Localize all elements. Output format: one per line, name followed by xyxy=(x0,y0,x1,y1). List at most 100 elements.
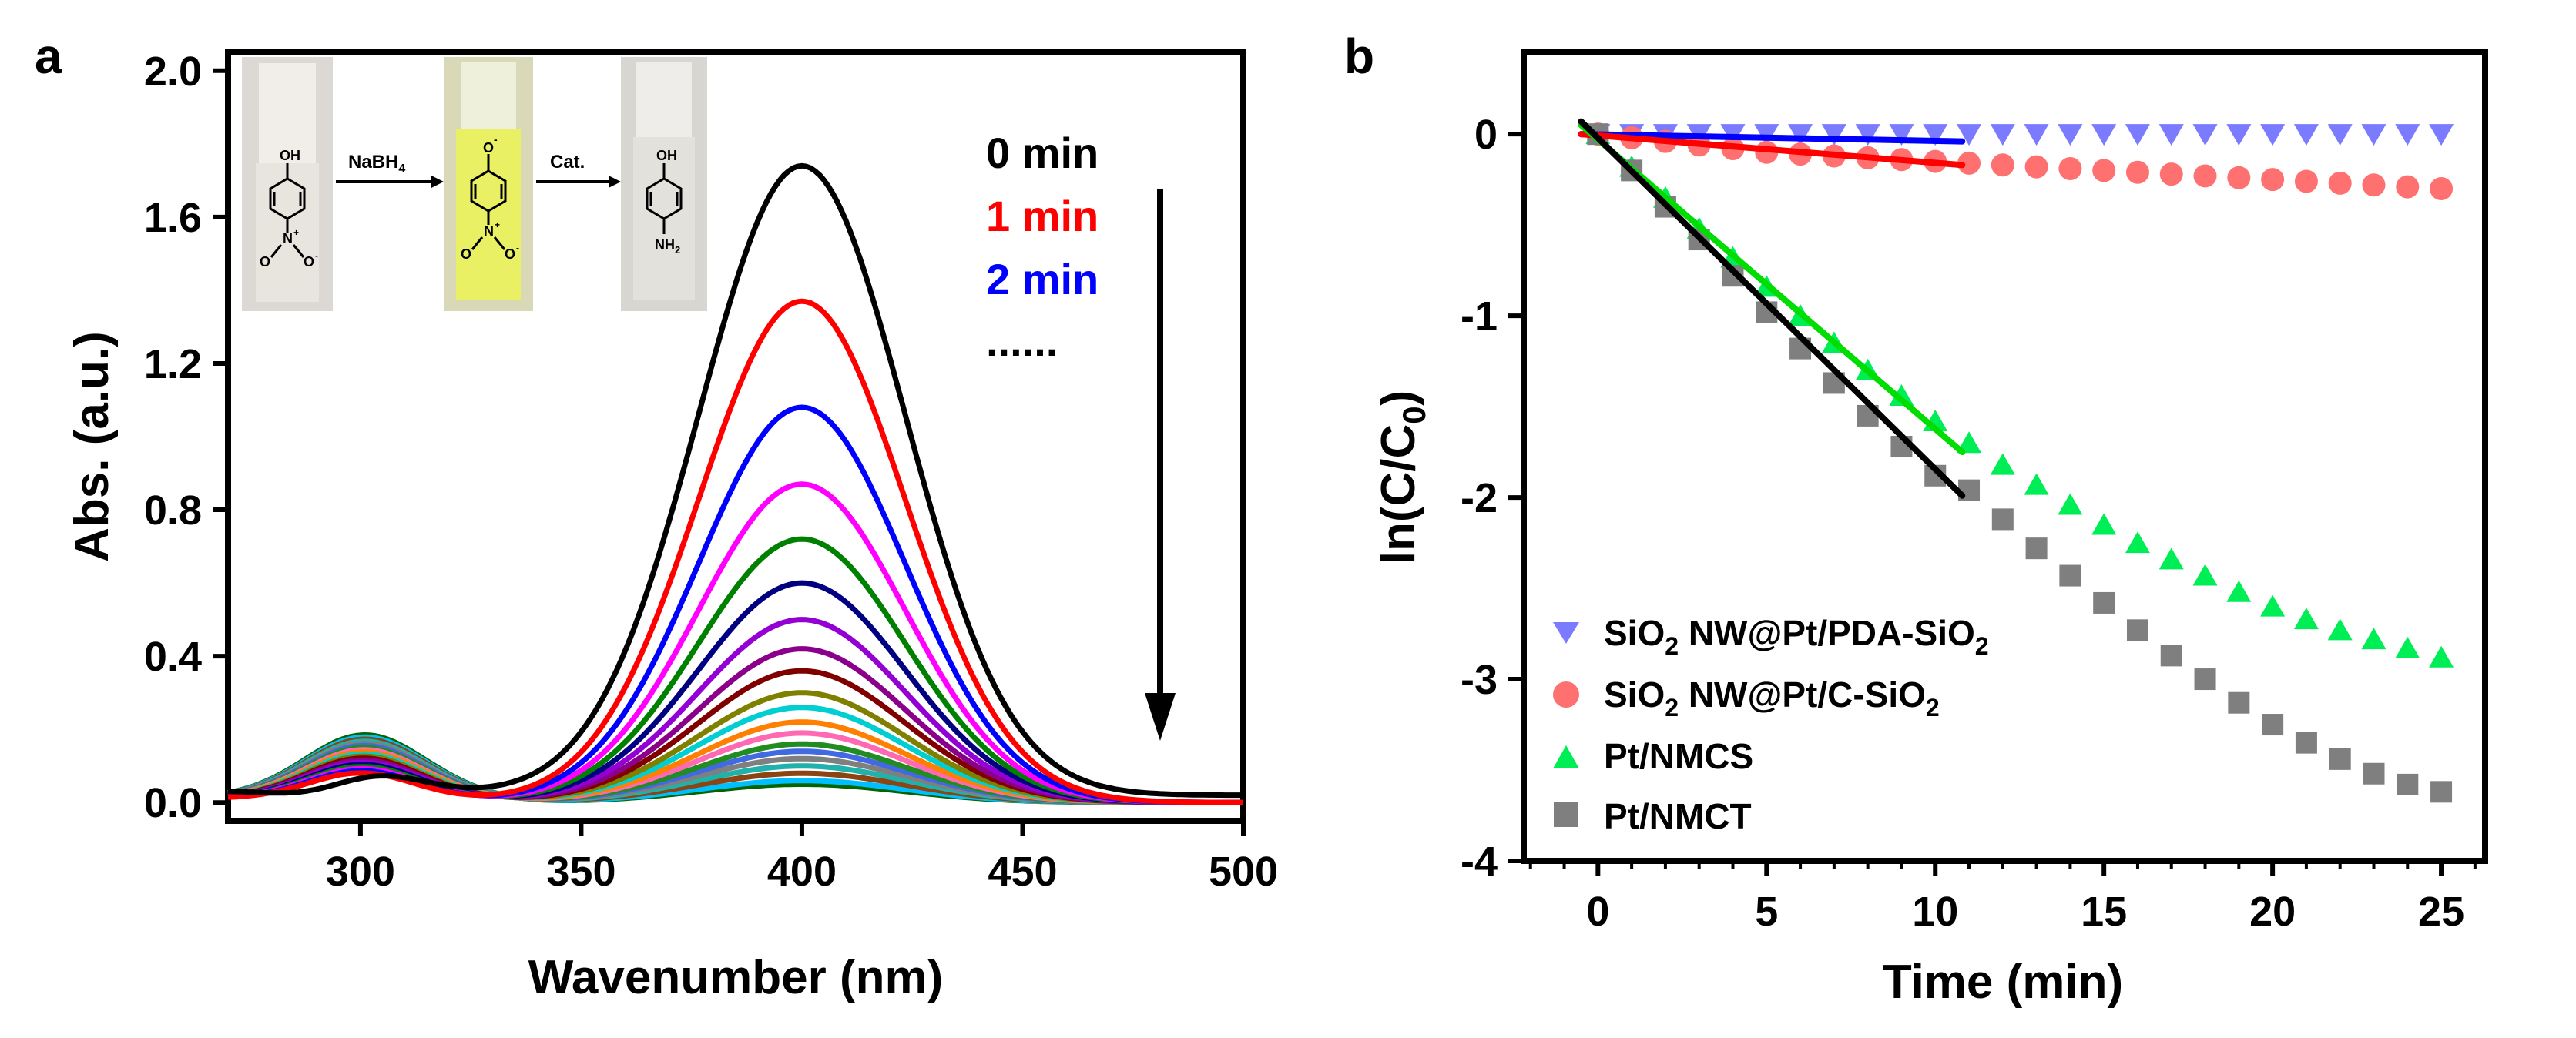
mol1-n-label: N xyxy=(283,231,293,246)
x-tick-label: 5 xyxy=(1755,889,1778,935)
y-tick-label: -4 xyxy=(1461,839,1498,885)
x-tick-label: 300 xyxy=(326,849,395,895)
point-triangle-down xyxy=(2125,124,2150,146)
mol1-o-left: O xyxy=(260,254,270,270)
point-circle xyxy=(2193,164,2217,188)
point-square xyxy=(2295,732,2317,754)
fit-line-0 xyxy=(1578,131,1966,145)
vial-4-aminophenol xyxy=(621,57,707,311)
legend-label-pda: SiO2 NW@Pt/PDA-SiO2 xyxy=(1604,613,1989,660)
point-square xyxy=(1991,508,2014,531)
panel-a-y-axis-title: Abs. (a.u.) xyxy=(65,331,119,562)
point-triangle-up xyxy=(2395,636,2420,658)
reagent-catalyst: Cat. xyxy=(550,152,585,172)
x-tick-label: 350 xyxy=(546,849,615,895)
point-triangle-down xyxy=(1855,124,1880,146)
panel-a-label: a xyxy=(35,28,62,84)
point-triangle-up xyxy=(1957,431,1982,454)
panel-a-ticks: 300 350 400 450 500 0.0 0.4 0.8 1.2 1.6 2.0 xyxy=(144,49,1278,895)
mol1-o-minus: - xyxy=(315,250,318,261)
point-circle xyxy=(2058,157,2082,181)
point-triangle-up xyxy=(2091,513,2117,535)
x-tick-label: 20 xyxy=(2249,889,2296,935)
point-circle xyxy=(1991,153,2014,177)
y-tick-label: 0 xyxy=(1474,112,1498,158)
mol2-o-minus: - xyxy=(516,243,519,253)
reaction-arrow-2-head xyxy=(609,176,621,188)
point-circle xyxy=(2024,155,2048,179)
vial-4-nitrophenol xyxy=(242,57,333,311)
panel-a: a 300 350 400 450 500 0.0 0.4 0.8 1.2 1.6 2.0 Wave… xyxy=(35,28,1278,1004)
point-triangle-up xyxy=(2361,628,2386,650)
point-triangle-down xyxy=(2058,124,2083,146)
mol2-o-minus: - xyxy=(494,133,498,146)
point-circle xyxy=(2227,166,2251,189)
point-triangle-up xyxy=(1889,383,1914,406)
time-arrow-head xyxy=(1145,693,1176,741)
panel-b-x-axis-title: Time (min) xyxy=(1883,956,2123,1009)
time-legend-1: 1 min xyxy=(986,192,1098,240)
point-square xyxy=(2262,714,2284,736)
mol2-o-right: O xyxy=(505,246,515,262)
point-triangle-down xyxy=(2226,124,2252,146)
x-tick-label: 500 xyxy=(1209,849,1278,895)
time-legend-2: 2 min xyxy=(986,255,1098,303)
point-triangle-down xyxy=(1923,124,1948,146)
molecule-4-nitrophenolate xyxy=(470,154,507,250)
point-triangle-up xyxy=(2260,594,2286,617)
panel-b-plot-frame xyxy=(1521,49,2488,864)
absorbance-curves xyxy=(227,162,1243,805)
point-circle xyxy=(2328,171,2352,195)
point-circle xyxy=(2159,162,2183,186)
point-circle xyxy=(2362,173,2386,197)
molecule-4-nitrophenol xyxy=(269,163,306,258)
x-tick-label: 15 xyxy=(2081,889,2127,935)
point-square xyxy=(2363,762,2385,785)
panel-b-legend: SiO2 NW@Pt/PDA-SiO2 SiO2 NW@Pt/C-SiO2 Pt… xyxy=(1553,613,1989,836)
mol2-o-left: O xyxy=(461,246,471,262)
legend-marker-nmct xyxy=(1554,802,1578,827)
legend-label-nmcs: Pt/NMCS xyxy=(1604,736,1753,776)
point-triangle-up xyxy=(2192,564,2218,586)
point-triangle-down xyxy=(2260,124,2286,146)
fit-line-3 xyxy=(1578,118,1966,499)
point-square xyxy=(2228,691,2250,714)
molecule-4-aminophenol xyxy=(646,163,683,234)
reagent-nabh4: NaBH4 xyxy=(348,152,405,176)
vial-3-glass xyxy=(636,62,692,139)
x-tick-label: 450 xyxy=(988,849,1057,895)
point-square xyxy=(2329,748,2351,770)
mol2-o-label: O xyxy=(483,140,494,156)
legend-marker-csio2 xyxy=(1553,681,1579,708)
y-tick-label: 0.4 xyxy=(144,634,202,680)
reaction-arrow-1-head xyxy=(431,176,444,188)
x-tick-label: 0 xyxy=(1586,889,1609,935)
point-triangle-down xyxy=(1788,124,1813,146)
point-triangle-down xyxy=(2361,124,2386,146)
vial-1-glass xyxy=(259,63,316,163)
point-square xyxy=(2093,591,2115,614)
panel-b-y-axis-title: ln(C/C0) xyxy=(1372,390,1432,565)
point-triangle-down xyxy=(2429,124,2454,146)
point-circle xyxy=(2092,159,2116,182)
point-circle xyxy=(2430,176,2454,200)
panel-a-plot-frame xyxy=(225,49,1246,824)
reaction-scheme-inset: OH N + O O - NaBH4 O - N + xyxy=(242,57,707,311)
kinetics-fit-lines xyxy=(1578,118,1966,499)
point-triangle-down xyxy=(1889,124,1914,146)
point-triangle-up xyxy=(2125,531,2150,554)
point-square xyxy=(2430,781,2453,803)
fit-line-1 xyxy=(1578,131,1966,169)
y-tick-label: 2.0 xyxy=(144,49,202,95)
point-triangle-up xyxy=(2226,580,2252,602)
point-triangle-up xyxy=(1990,453,2015,475)
point-triangle-up xyxy=(2024,473,2049,495)
y-tick-label: 0.8 xyxy=(144,487,202,534)
point-triangle-up xyxy=(2158,547,2184,570)
point-square xyxy=(2194,668,2216,691)
point-circle xyxy=(2261,168,2285,192)
legend-marker-nmcs xyxy=(1553,745,1579,768)
point-triangle-down xyxy=(1990,124,2015,146)
mol3-oh-label: OH xyxy=(656,148,677,163)
legend-label-nmct: Pt/NMCT xyxy=(1604,796,1752,836)
